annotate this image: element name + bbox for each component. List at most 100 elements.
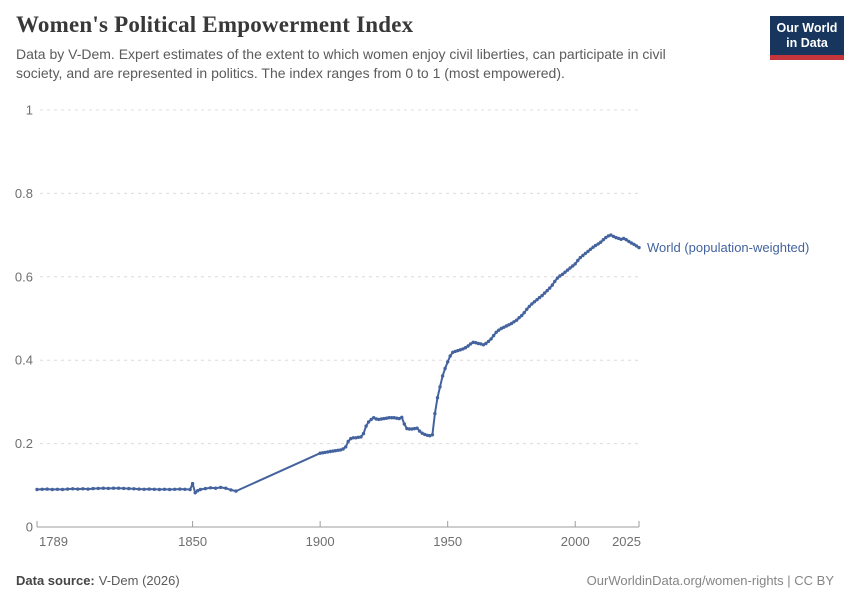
series-line — [36, 234, 640, 494]
series-marker — [86, 487, 90, 491]
series-marker — [234, 489, 238, 493]
series-marker — [558, 274, 562, 278]
series-marker — [637, 245, 641, 250]
data-source-value: V-Dem (2026) — [98, 573, 180, 588]
series-marker — [162, 487, 167, 491]
series-marker — [323, 450, 327, 455]
series-marker — [101, 486, 106, 490]
x-tick-label: 1850 — [178, 534, 207, 549]
series-marker — [530, 302, 534, 306]
series-marker — [553, 279, 557, 284]
series-marker — [433, 411, 437, 416]
series-marker — [440, 374, 445, 378]
series-marker — [512, 320, 516, 324]
series-marker — [229, 488, 233, 492]
x-tick-label: 1789 — [39, 534, 68, 549]
series-marker — [183, 487, 187, 491]
series-marker — [578, 255, 582, 260]
series-marker — [634, 244, 639, 248]
series-marker — [588, 247, 593, 251]
series-marker — [377, 417, 381, 422]
series-marker — [356, 435, 361, 439]
series-marker — [208, 486, 213, 490]
series-marker — [35, 487, 39, 492]
series-marker — [173, 487, 177, 491]
series-marker — [359, 435, 363, 439]
series-marker — [193, 491, 197, 495]
x-tick-label: 2000 — [561, 534, 590, 549]
series-marker — [147, 487, 151, 491]
series-marker — [486, 339, 491, 344]
series-marker — [438, 385, 442, 389]
series-marker — [474, 341, 478, 345]
series-marker — [520, 313, 524, 318]
series-marker — [203, 486, 208, 491]
series-marker — [463, 346, 468, 350]
series-marker — [379, 417, 384, 421]
series-marker — [522, 311, 526, 315]
y-tick-label: 0.2 — [15, 436, 33, 451]
series-marker — [545, 288, 549, 293]
series-marker — [423, 432, 427, 437]
series-marker — [127, 486, 131, 491]
series-marker — [344, 445, 348, 449]
y-tick-label: 1 — [26, 103, 33, 118]
series-marker — [331, 449, 335, 453]
series-marker — [50, 487, 54, 492]
series-marker — [392, 416, 396, 420]
series-marker — [65, 487, 70, 491]
series-marker — [318, 451, 322, 455]
series-marker — [142, 487, 146, 491]
series-marker — [190, 481, 195, 486]
series-marker — [417, 429, 422, 433]
series-marker — [224, 486, 228, 490]
series-marker — [341, 447, 345, 451]
series-marker — [509, 321, 514, 326]
series-marker — [106, 486, 111, 491]
series-marker — [321, 451, 325, 455]
series-marker — [405, 426, 409, 431]
series-marker — [410, 427, 414, 431]
series-end-label: World (population-weighted) — [647, 240, 809, 255]
series-marker — [407, 427, 412, 431]
series-marker — [157, 487, 162, 492]
series-marker — [111, 486, 116, 490]
series-marker — [614, 235, 618, 240]
series-marker — [395, 416, 399, 420]
series-marker — [581, 253, 585, 258]
y-tick-label: 0.8 — [15, 186, 33, 201]
series-marker — [198, 487, 202, 492]
series-marker — [71, 487, 75, 491]
series-marker — [402, 422, 406, 426]
series-marker — [446, 360, 450, 364]
x-tick-label: 2025 — [612, 534, 641, 549]
series-marker — [435, 396, 440, 400]
series-marker — [507, 323, 511, 327]
series-marker — [326, 450, 330, 454]
series-marker — [167, 487, 172, 492]
series-marker — [540, 293, 544, 298]
owid-logo: Our World in Data — [770, 16, 844, 60]
series-marker — [484, 341, 488, 346]
series-marker — [535, 298, 539, 302]
attribution-link: OurWorldinData.org/women-rights | CC BY — [586, 573, 834, 588]
series-marker — [346, 439, 350, 444]
series-marker — [568, 266, 572, 270]
series-marker — [586, 249, 590, 254]
series-marker — [387, 416, 391, 420]
chart-title: Women's Political Empowerment Index — [16, 12, 414, 37]
series-marker — [152, 487, 156, 491]
series-marker — [479, 342, 483, 346]
series-marker — [532, 300, 537, 304]
series-marker — [188, 487, 192, 492]
series-marker — [374, 417, 378, 421]
series-marker — [471, 340, 475, 344]
series-marker — [116, 486, 121, 490]
series-marker — [213, 486, 218, 490]
x-tick-label: 1900 — [306, 534, 335, 549]
series-marker — [428, 434, 432, 438]
series-marker — [458, 348, 463, 352]
series-marker — [576, 258, 580, 263]
series-marker — [502, 325, 506, 329]
